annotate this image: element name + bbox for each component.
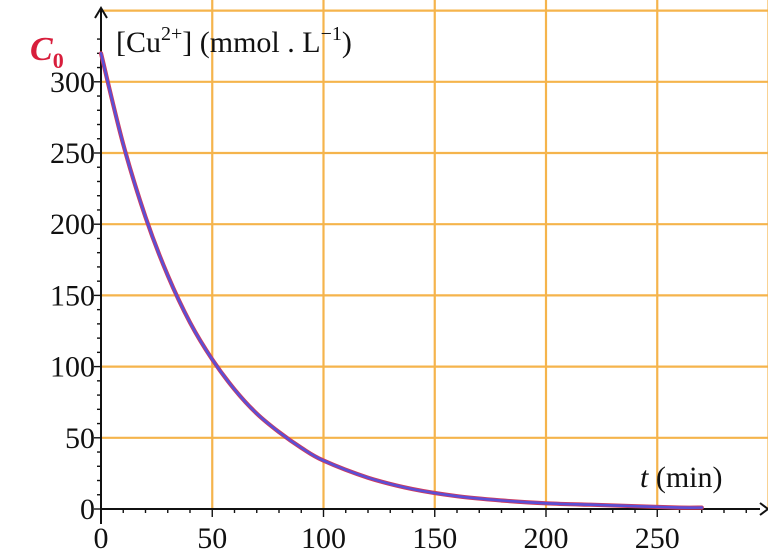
c0-label-sub: 0 (53, 48, 64, 73)
x-tick-label-50: 50 (197, 522, 227, 555)
y-axis-unit-superscript: −1 (321, 23, 342, 45)
y-axis-label: [Cu2+] (mmol . L−1) (116, 23, 352, 59)
x-axis-label: t (min) (640, 461, 723, 494)
y-tick-label-200: 200 (50, 208, 95, 241)
x-tick-label-100: 100 (301, 522, 346, 555)
x-tick-label-250: 250 (635, 522, 680, 555)
data-curve (98, 51, 704, 510)
y-tick-label-100: 100 (50, 351, 95, 384)
y-axis-arrow (94, 6, 108, 19)
x-tick-label-0: 0 (94, 522, 109, 555)
grid-lines (101, 0, 768, 509)
y-axis-label-end: ) (342, 26, 352, 59)
y-axis-label-superscript: 2+ (161, 23, 182, 45)
y-tick-label-0: 0 (80, 493, 95, 526)
y-tick-label-50: 50 (65, 422, 95, 455)
y-tick-label-300: 300 (50, 66, 95, 99)
x-tick-label-150: 150 (412, 522, 457, 555)
y-axis-label-tail: ] (mmol . L (182, 26, 320, 59)
x-axis-arrow (759, 502, 768, 516)
x-tick-label-200: 200 (524, 522, 569, 555)
y-tick-label-150: 150 (50, 279, 95, 312)
y-axis-label-main: [Cu (116, 26, 161, 59)
axes (94, 6, 768, 524)
series-line-shadow (98, 51, 704, 510)
c0-label: C0 (30, 31, 64, 73)
tick-labels: 0 50 100 150 200 250 300 0 50 100 150 200 250 (50, 66, 680, 555)
series-line (99, 52, 704, 509)
x-axis-label-var: t (640, 461, 649, 494)
x-axis-label-unit: (min) (648, 461, 722, 494)
c0-label-var: C (30, 31, 53, 68)
y-tick-label-250: 250 (50, 137, 95, 170)
